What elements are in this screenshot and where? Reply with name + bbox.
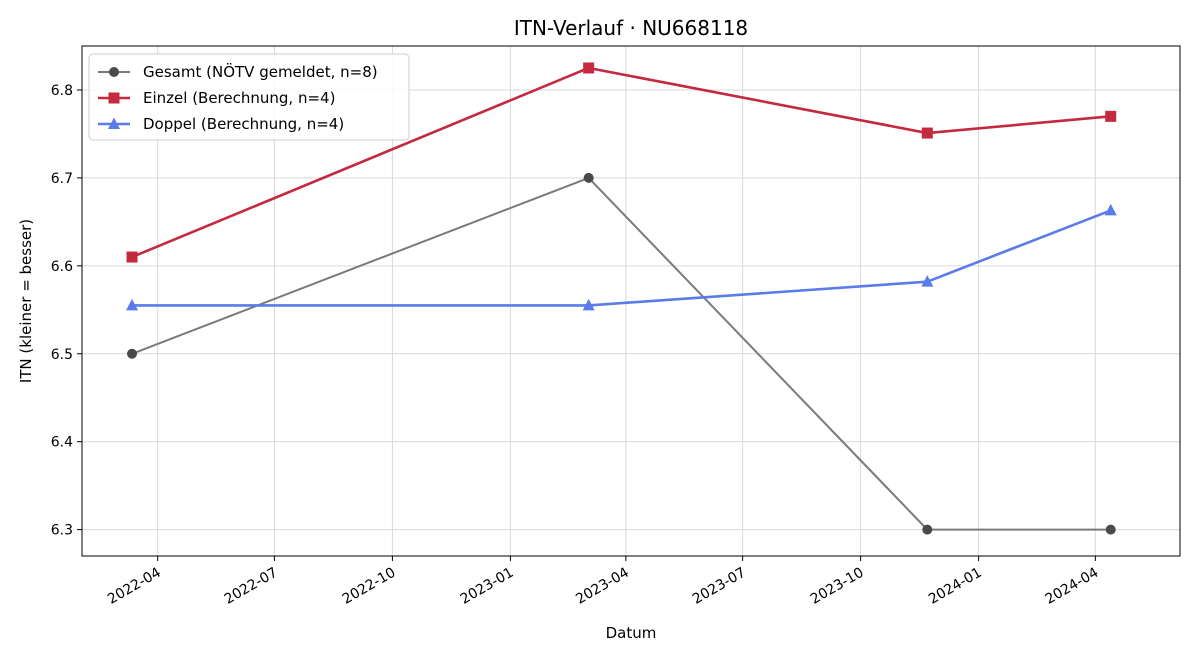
data-point xyxy=(1105,524,1116,535)
data-point xyxy=(582,298,595,311)
x-tick-label: 2023-04 xyxy=(573,565,632,608)
data-point xyxy=(583,172,594,183)
x-axis-label: Datum xyxy=(606,624,657,642)
data-point xyxy=(126,298,139,311)
data-point xyxy=(921,275,934,287)
x-tick-label: 2022-07 xyxy=(222,565,281,608)
x-tick-label: 2024-04 xyxy=(1043,565,1102,608)
y-tick-label: 6.4 xyxy=(51,435,73,451)
legend-marker xyxy=(109,67,119,77)
x-tick-label: 2023-10 xyxy=(808,565,867,608)
data-point xyxy=(126,251,138,263)
legend-entry: Gesamt (NÖTV gemeldet, n=8) xyxy=(98,62,378,81)
data-point xyxy=(127,348,138,359)
data-point xyxy=(1104,203,1117,216)
series-3 xyxy=(126,203,1117,311)
y-tick-label: 6.3 xyxy=(51,523,73,539)
x-axis-ticks: 2022-04 2022-07 2022-10 2023-01 2023-04 2023-… xyxy=(105,556,1101,608)
data-point xyxy=(922,524,933,535)
series-line xyxy=(131,176,1111,531)
x-tick-label: 2023-01 xyxy=(458,565,517,608)
chart-legend: Gesamt (NÖTV gemeldet, n=8) Einzel (Berec… xyxy=(88,53,410,141)
x-tick-label: 2022-10 xyxy=(340,565,399,608)
legend-marker xyxy=(108,92,120,104)
series-line xyxy=(131,66,1111,259)
legend-marker xyxy=(108,117,120,129)
data-point xyxy=(921,127,933,139)
data-point xyxy=(583,62,595,74)
x-tick-label: 2022-04 xyxy=(105,565,164,608)
data-point xyxy=(1105,110,1117,122)
chart-title: ITN-Verlauf · NU668118 xyxy=(514,16,748,40)
legend-entry: Doppel (Berechnung, n=4) xyxy=(98,115,344,133)
legend-label: Gesamt (NÖTV gemeldet, n=8) xyxy=(143,62,378,81)
x-tick-label: 2024-01 xyxy=(926,565,985,608)
y-tick-label: 6.5 xyxy=(51,347,73,363)
plot-area-frame xyxy=(81,45,1181,557)
x-tick-label: 2023-07 xyxy=(690,565,749,608)
legend-entry: Einzel (Berechnung, n=4) xyxy=(98,89,335,107)
legend-label: Einzel (Berechnung, n=4) xyxy=(143,89,335,107)
y-tick-label: 6.7 xyxy=(51,171,73,187)
series-line xyxy=(132,209,1112,307)
y-axis-ticks: 6.3 6.4 6.5 6.6 6.7 6.8 xyxy=(51,83,82,539)
y-tick-label: 6.6 xyxy=(51,259,73,275)
legend-label: Doppel (Berechnung, n=4) xyxy=(143,115,344,133)
legend-box xyxy=(88,53,410,141)
series-1 xyxy=(127,172,1116,535)
series-2 xyxy=(126,62,1117,263)
y-tick-label: 6.8 xyxy=(51,83,73,99)
y-axis-label: ITN (kleiner = besser) xyxy=(17,219,35,383)
series-lines xyxy=(126,62,1117,535)
